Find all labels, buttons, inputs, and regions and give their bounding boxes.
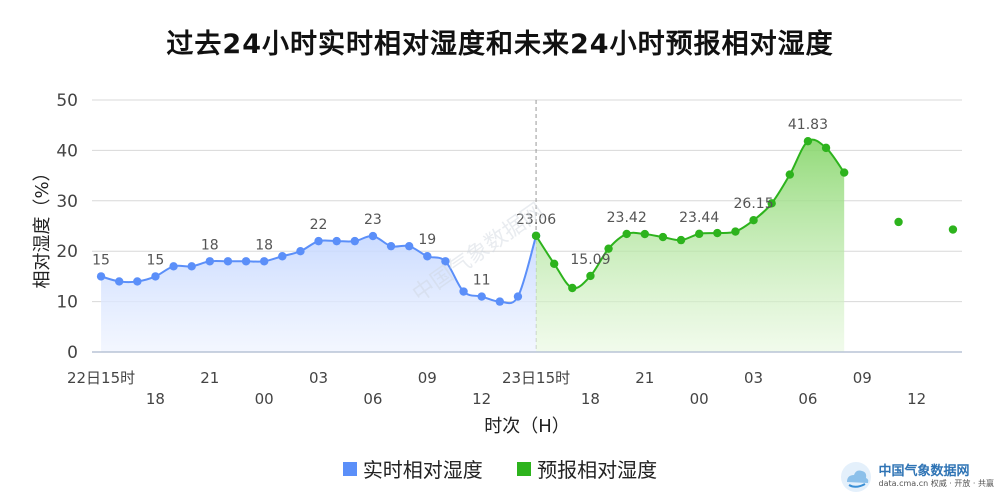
forecast-data-label: 26.15 <box>734 196 774 212</box>
x-tick-label: 09 <box>418 369 437 387</box>
actual-data-label: 15 <box>92 252 110 268</box>
actual-data-label: 18 <box>255 237 273 253</box>
forecast-point <box>839 168 849 177</box>
actual-point <box>187 262 196 271</box>
axes: 0 10 20 30 40 50 22日15时 18 21 00 03 06 09 12 23日15时 18 2… <box>32 91 962 437</box>
forecast-data-label: 41.83 <box>788 117 828 133</box>
x-tick-label: 06 <box>363 390 382 408</box>
legend: 实时相对湿度 预报相对湿度 <box>0 454 1000 483</box>
legend-label-forecast: 预报相对湿度 <box>537 458 658 482</box>
forecast-point <box>713 228 722 238</box>
actual-point <box>169 262 178 271</box>
legend-label-actual: 实时相对湿度 <box>362 458 483 482</box>
actual-point <box>332 236 341 246</box>
forecast-point <box>785 170 795 179</box>
actual-data-label: 19 <box>418 232 436 248</box>
x-tick-label: 22日15时 <box>67 369 135 387</box>
actual-data-label: 15 <box>147 252 165 268</box>
x-tick-label: 23日15时 <box>502 369 570 387</box>
forecast-point <box>749 216 758 225</box>
x-tick-label: 00 <box>690 390 709 408</box>
forecast-point <box>803 136 813 146</box>
x-tick-label: 00 <box>255 390 274 408</box>
y-tick-label: 0 <box>67 343 78 363</box>
brand-site: data.cma.cn 权威 · 开放 · 共赢 <box>878 478 994 488</box>
y-tick-label: 10 <box>56 293 78 313</box>
actual-data-label: 23 <box>364 212 382 228</box>
forecast-area <box>536 139 845 352</box>
forecast-data-label: 15.09 <box>570 252 610 268</box>
actual-point <box>441 257 450 266</box>
forecast-point <box>531 231 541 240</box>
y-tick-label: 50 <box>56 91 78 111</box>
x-tick-label: 21 <box>200 369 219 387</box>
brand-name: 中国气象数据网 <box>878 464 970 480</box>
legend-swatch-actual <box>342 461 357 476</box>
actual-point <box>296 247 305 256</box>
y-tick-label: 40 <box>56 141 78 161</box>
x-tick-label: 12 <box>907 390 926 408</box>
x-tick-label: 03 <box>744 369 763 387</box>
x-tick-label: 03 <box>309 369 328 387</box>
actual-data-label: 22 <box>310 217 328 233</box>
forecast-point <box>640 229 650 239</box>
actual-point <box>259 257 269 266</box>
forecast-point <box>676 235 686 245</box>
forecast-point <box>894 217 903 227</box>
actual-point <box>223 257 233 266</box>
actual-point <box>205 257 215 266</box>
x-tick-label: 18 <box>581 390 600 408</box>
actual-point <box>368 231 378 241</box>
actual-point <box>133 277 142 286</box>
cloud-logo-icon <box>840 462 871 492</box>
actual-point <box>477 292 486 301</box>
actual-point <box>96 272 106 281</box>
x-tick-label: 12 <box>472 390 491 408</box>
actual-point <box>314 236 323 246</box>
x-tick-label: 09 <box>853 369 872 387</box>
actual-point <box>241 257 251 266</box>
actual-point <box>386 241 396 251</box>
forecast-point <box>658 232 668 242</box>
forecast-point <box>767 199 776 208</box>
actual-data-label: 18 <box>201 237 219 253</box>
forecast-data-label: 23.06 <box>516 212 556 228</box>
forecast-point <box>586 271 595 281</box>
x-tick-label: 06 <box>798 390 817 408</box>
legend-item-actual[interactable]: 实时相对湿度 <box>342 454 483 483</box>
x-axis-title: 时次（H） <box>484 416 570 437</box>
y-tick-label: 20 <box>56 242 78 262</box>
actual-point <box>278 252 287 261</box>
forecast-point <box>821 143 831 153</box>
forecast-data-label: 23.42 <box>607 210 647 226</box>
actual-point <box>404 241 414 251</box>
chart-title: 过去24小时实时相对湿度和未来24小时预报相对湿度 <box>166 29 834 60</box>
series-points <box>96 136 958 306</box>
data-labels: 15 15 18 18 22 23 19 11 23.06 15.09 23.42 23.44 26.1… <box>92 117 828 288</box>
x-tick-label: 21 <box>635 369 654 387</box>
actual-point <box>459 287 468 296</box>
y-tick-label: 30 <box>56 192 78 212</box>
forecast-point <box>549 259 559 268</box>
actual-data-label: 11 <box>473 273 491 289</box>
forecast-point <box>694 229 704 239</box>
y-axis-title: 相对湿度（%） <box>32 163 53 288</box>
actual-point <box>513 292 523 301</box>
forecast-point <box>948 225 958 234</box>
actual-point <box>495 297 505 306</box>
forecast-point <box>568 283 577 293</box>
legend-item-forecast[interactable]: 预报相对湿度 <box>517 454 657 483</box>
actual-point <box>350 236 360 246</box>
actual-point <box>114 277 124 286</box>
actual-point <box>423 252 432 261</box>
actual-point <box>151 272 160 281</box>
forecast-data-label: 23.44 <box>679 210 719 226</box>
brand-logo-block: 中国气象数据网 data.cma.cn 权威 · 开放 · 共赢 <box>839 460 994 494</box>
forecast-point <box>604 244 613 253</box>
forecast-point <box>622 229 631 239</box>
x-tick-label: 18 <box>146 390 165 408</box>
legend-swatch-forecast <box>517 461 532 476</box>
forecast-point <box>731 227 740 236</box>
